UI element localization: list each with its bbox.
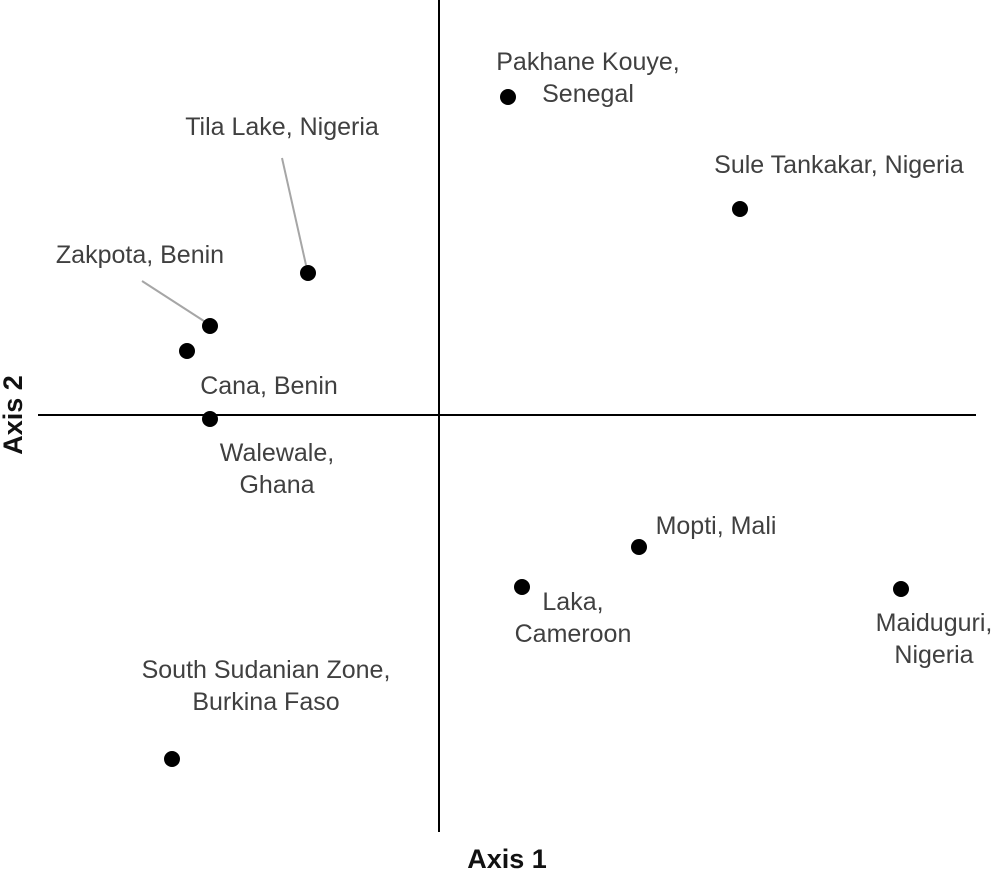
data-point	[732, 201, 748, 217]
data-point	[893, 581, 909, 597]
point-label-line: Cameroon	[515, 620, 632, 648]
leader-line	[141, 280, 208, 324]
data-point	[202, 318, 218, 334]
x-axis-title: Axis 1	[467, 844, 547, 871]
point-label: Mopti, Mali	[656, 512, 777, 540]
point-labels: Pakhane Kouye, Senegal Sule Tankakar, Nige…	[56, 48, 992, 716]
point-label: Sule Tankakar, Nigeria	[714, 151, 964, 179]
point-label: Tila Lake, Nigeria	[185, 113, 379, 141]
point-label: Laka, Cameroon	[515, 588, 632, 648]
point-label: Cana, Benin	[200, 372, 338, 400]
point-label-line: Tila Lake, Nigeria	[185, 113, 379, 141]
data-point	[164, 751, 180, 767]
data-point	[179, 343, 195, 359]
point-label: Maiduguri, Nigeria	[876, 609, 993, 669]
point-label-line: Mopti, Mali	[656, 512, 777, 540]
point-label-line: Pakhane Kouye,	[496, 48, 679, 76]
point-label-line: Zakpota, Benin	[56, 241, 224, 269]
axes	[38, 0, 976, 832]
point-label-line: Ghana	[239, 471, 314, 499]
leader-line	[281, 157, 307, 266]
point-label-line: Cana, Benin	[200, 372, 338, 400]
point-label-line: Nigeria	[894, 641, 973, 669]
point-label-line: Senegal	[542, 80, 634, 108]
data-points	[164, 89, 909, 767]
data-point	[202, 411, 218, 427]
point-label-line: Laka,	[542, 588, 603, 616]
leader-lines	[141, 157, 307, 324]
point-label: South Sudanian Zone, Burkina Faso	[142, 656, 391, 716]
point-label: Pakhane Kouye, Senegal	[496, 48, 679, 108]
point-label: Walewale, Ghana	[220, 439, 334, 499]
data-point	[631, 539, 647, 555]
data-point	[514, 579, 530, 595]
point-label-line: Burkina Faso	[192, 688, 339, 716]
point-label-line: South Sudanian Zone,	[142, 656, 391, 684]
data-point	[500, 89, 516, 105]
data-point	[300, 265, 316, 281]
point-label-line: Walewale,	[220, 439, 334, 467]
point-label: Zakpota, Benin	[56, 241, 224, 269]
y-axis-title: Axis 2	[0, 375, 28, 455]
point-label-line: Maiduguri,	[876, 609, 993, 637]
point-label-line: Sule Tankakar, Nigeria	[714, 151, 964, 179]
